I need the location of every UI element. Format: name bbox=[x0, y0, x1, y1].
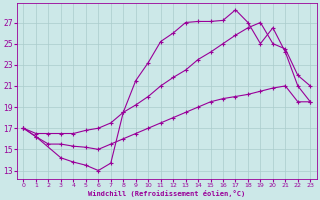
X-axis label: Windchill (Refroidissement éolien,°C): Windchill (Refroidissement éolien,°C) bbox=[88, 190, 245, 197]
